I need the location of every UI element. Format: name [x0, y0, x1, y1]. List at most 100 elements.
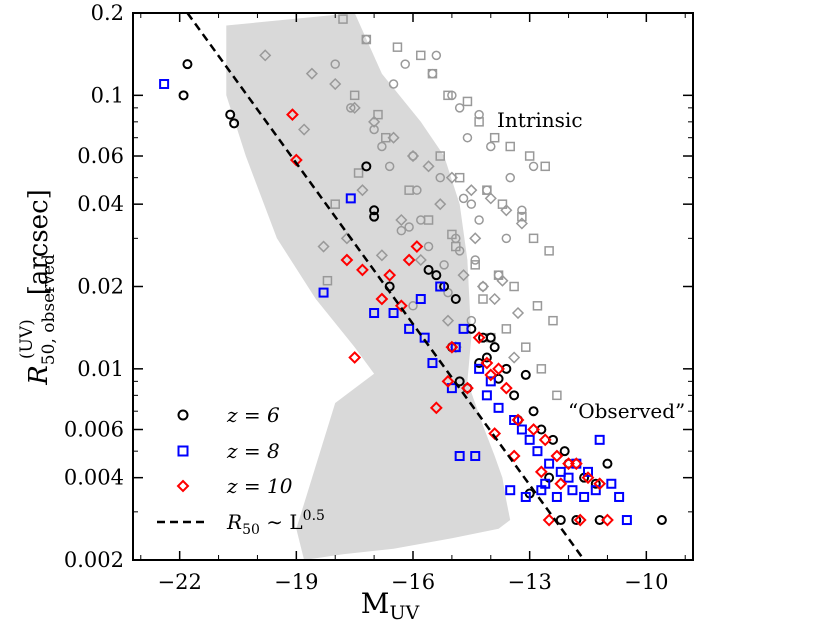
point-intrinsic-z-6: [396, 225, 407, 236]
point-intrinsic-z-10: [368, 115, 381, 128]
y-axis-label-unit: [arcsec]: [24, 189, 54, 295]
point-z-8: [493, 402, 504, 413]
y-tick-label: 0.004: [64, 466, 124, 490]
axis-ticks-layer: −22 −19 −16 −13 −10 0.002 0.004 0.006 0.01 0.02 0.…: [64, 1, 693, 594]
point-intrinsic-z-6: [458, 193, 469, 204]
point-intrinsic-z-6: [435, 172, 445, 183]
point-intrinsic-z-6: [388, 79, 399, 89]
point-z-8: [509, 414, 520, 425]
point-z-8: [470, 451, 481, 462]
point-z-8: [318, 287, 329, 298]
point-z-6: [590, 478, 601, 489]
legend-fit-label-sup: 0.5: [303, 508, 325, 524]
point-z-6: [178, 90, 189, 101]
point-intrinsic-z-8: [443, 90, 453, 101]
point-intrinsic-z-10: [445, 171, 458, 184]
point-intrinsic-z-8: [548, 315, 558, 326]
point-intrinsic-z-10: [422, 160, 435, 173]
point-z-10: [348, 351, 362, 364]
legend-marker-z10: [176, 479, 190, 493]
point-z-8: [404, 323, 415, 334]
point-intrinsic-z-8: [540, 161, 550, 172]
point-z-8: [427, 358, 438, 369]
point-z-8: [454, 451, 465, 462]
point-z-10: [375, 292, 389, 306]
point-z-10: [542, 513, 556, 527]
x-axis-label-sub: UV: [389, 602, 419, 623]
point-z-10: [472, 331, 486, 345]
point-z-10: [492, 362, 505, 376]
point-intrinsic-z-6: [439, 260, 449, 270]
point-z-8: [606, 478, 617, 489]
point-z-10: [429, 401, 443, 415]
point-intrinsic-z-10: [387, 131, 400, 144]
point-z-8: [388, 308, 399, 319]
point-z-6: [555, 515, 566, 526]
point-intrinsic-z-6: [501, 233, 512, 244]
point-z-6: [485, 332, 496, 343]
point-z-10: [569, 457, 583, 471]
point-z-8: [583, 466, 593, 477]
legend-fit-label-r: R: [226, 510, 242, 534]
point-z-6: [481, 352, 492, 363]
point-intrinsic-z-8: [532, 301, 543, 311]
point-intrinsic-z-8: [353, 168, 364, 178]
point-intrinsic-z-10: [348, 101, 361, 114]
x-tick-label: −13: [508, 570, 552, 594]
y-tick-label: 0.04: [77, 192, 124, 216]
point-z-10: [356, 263, 369, 277]
point-z-8: [536, 485, 547, 496]
point-intrinsic-z-6: [369, 124, 379, 135]
x-tick-label: −22: [158, 570, 202, 594]
point-intrinsic-z-6: [330, 59, 340, 69]
point-intrinsic-z-6: [454, 103, 465, 113]
point-z-10: [480, 356, 494, 370]
point-intrinsic-z-8: [451, 241, 461, 252]
point-z-10: [410, 240, 424, 253]
shaded-region: [226, 13, 511, 560]
point-intrinsic-z-10: [484, 192, 497, 205]
legend-marker-z6: [177, 409, 189, 421]
point-z-8: [415, 294, 426, 305]
point-intrinsic-z-6: [482, 185, 492, 195]
point-z-10: [554, 477, 568, 491]
point-z-8: [345, 193, 356, 204]
point-intrinsic-z-10: [406, 149, 420, 163]
point-intrinsic-z-8: [416, 50, 426, 61]
point-z-6: [225, 109, 236, 120]
point-intrinsic-z-10: [508, 351, 521, 364]
point-z-10: [507, 449, 521, 463]
point-intrinsic-z-6: [486, 141, 496, 152]
point-intrinsic-z-8: [517, 211, 527, 222]
legend-label-z8: z = 8: [226, 439, 280, 463]
y-tick-label: 0.06: [77, 144, 124, 168]
point-intrinsic-z-8: [330, 199, 340, 209]
point-z-8: [544, 458, 555, 469]
point-intrinsic-z-8: [427, 68, 438, 79]
point-intrinsic-z-8: [470, 260, 480, 270]
point-z-8: [551, 491, 562, 502]
point-z-10: [581, 471, 595, 485]
point-intrinsic-z-6: [400, 59, 410, 69]
point-z-8: [474, 363, 485, 374]
point-intrinsic-z-6: [474, 109, 484, 120]
point-z-8: [563, 472, 574, 483]
point-z-8: [614, 491, 625, 502]
point-intrinsic-z-10: [395, 213, 408, 227]
point-z-8: [505, 485, 516, 496]
x-axis-label: MUV: [361, 587, 420, 623]
point-intrinsic-z-8: [349, 90, 360, 101]
point-intrinsic-z-6: [377, 141, 387, 152]
point-z-8: [435, 281, 446, 292]
point-z-8: [621, 515, 632, 526]
point-z-10: [538, 433, 552, 447]
point-intrinsic-z-8: [322, 275, 333, 286]
point-intrinsic-z-6: [384, 161, 395, 172]
point-z-10: [383, 268, 397, 282]
point-intrinsic-z-8: [509, 281, 519, 292]
fit-line-layer: [186, 12, 586, 561]
legend-fit-label-sub: 50: [242, 522, 260, 538]
y-tick-label: 0.006: [64, 418, 124, 442]
legend-fit-label-mid: ∼ L: [260, 510, 303, 534]
point-z-10: [340, 253, 354, 267]
